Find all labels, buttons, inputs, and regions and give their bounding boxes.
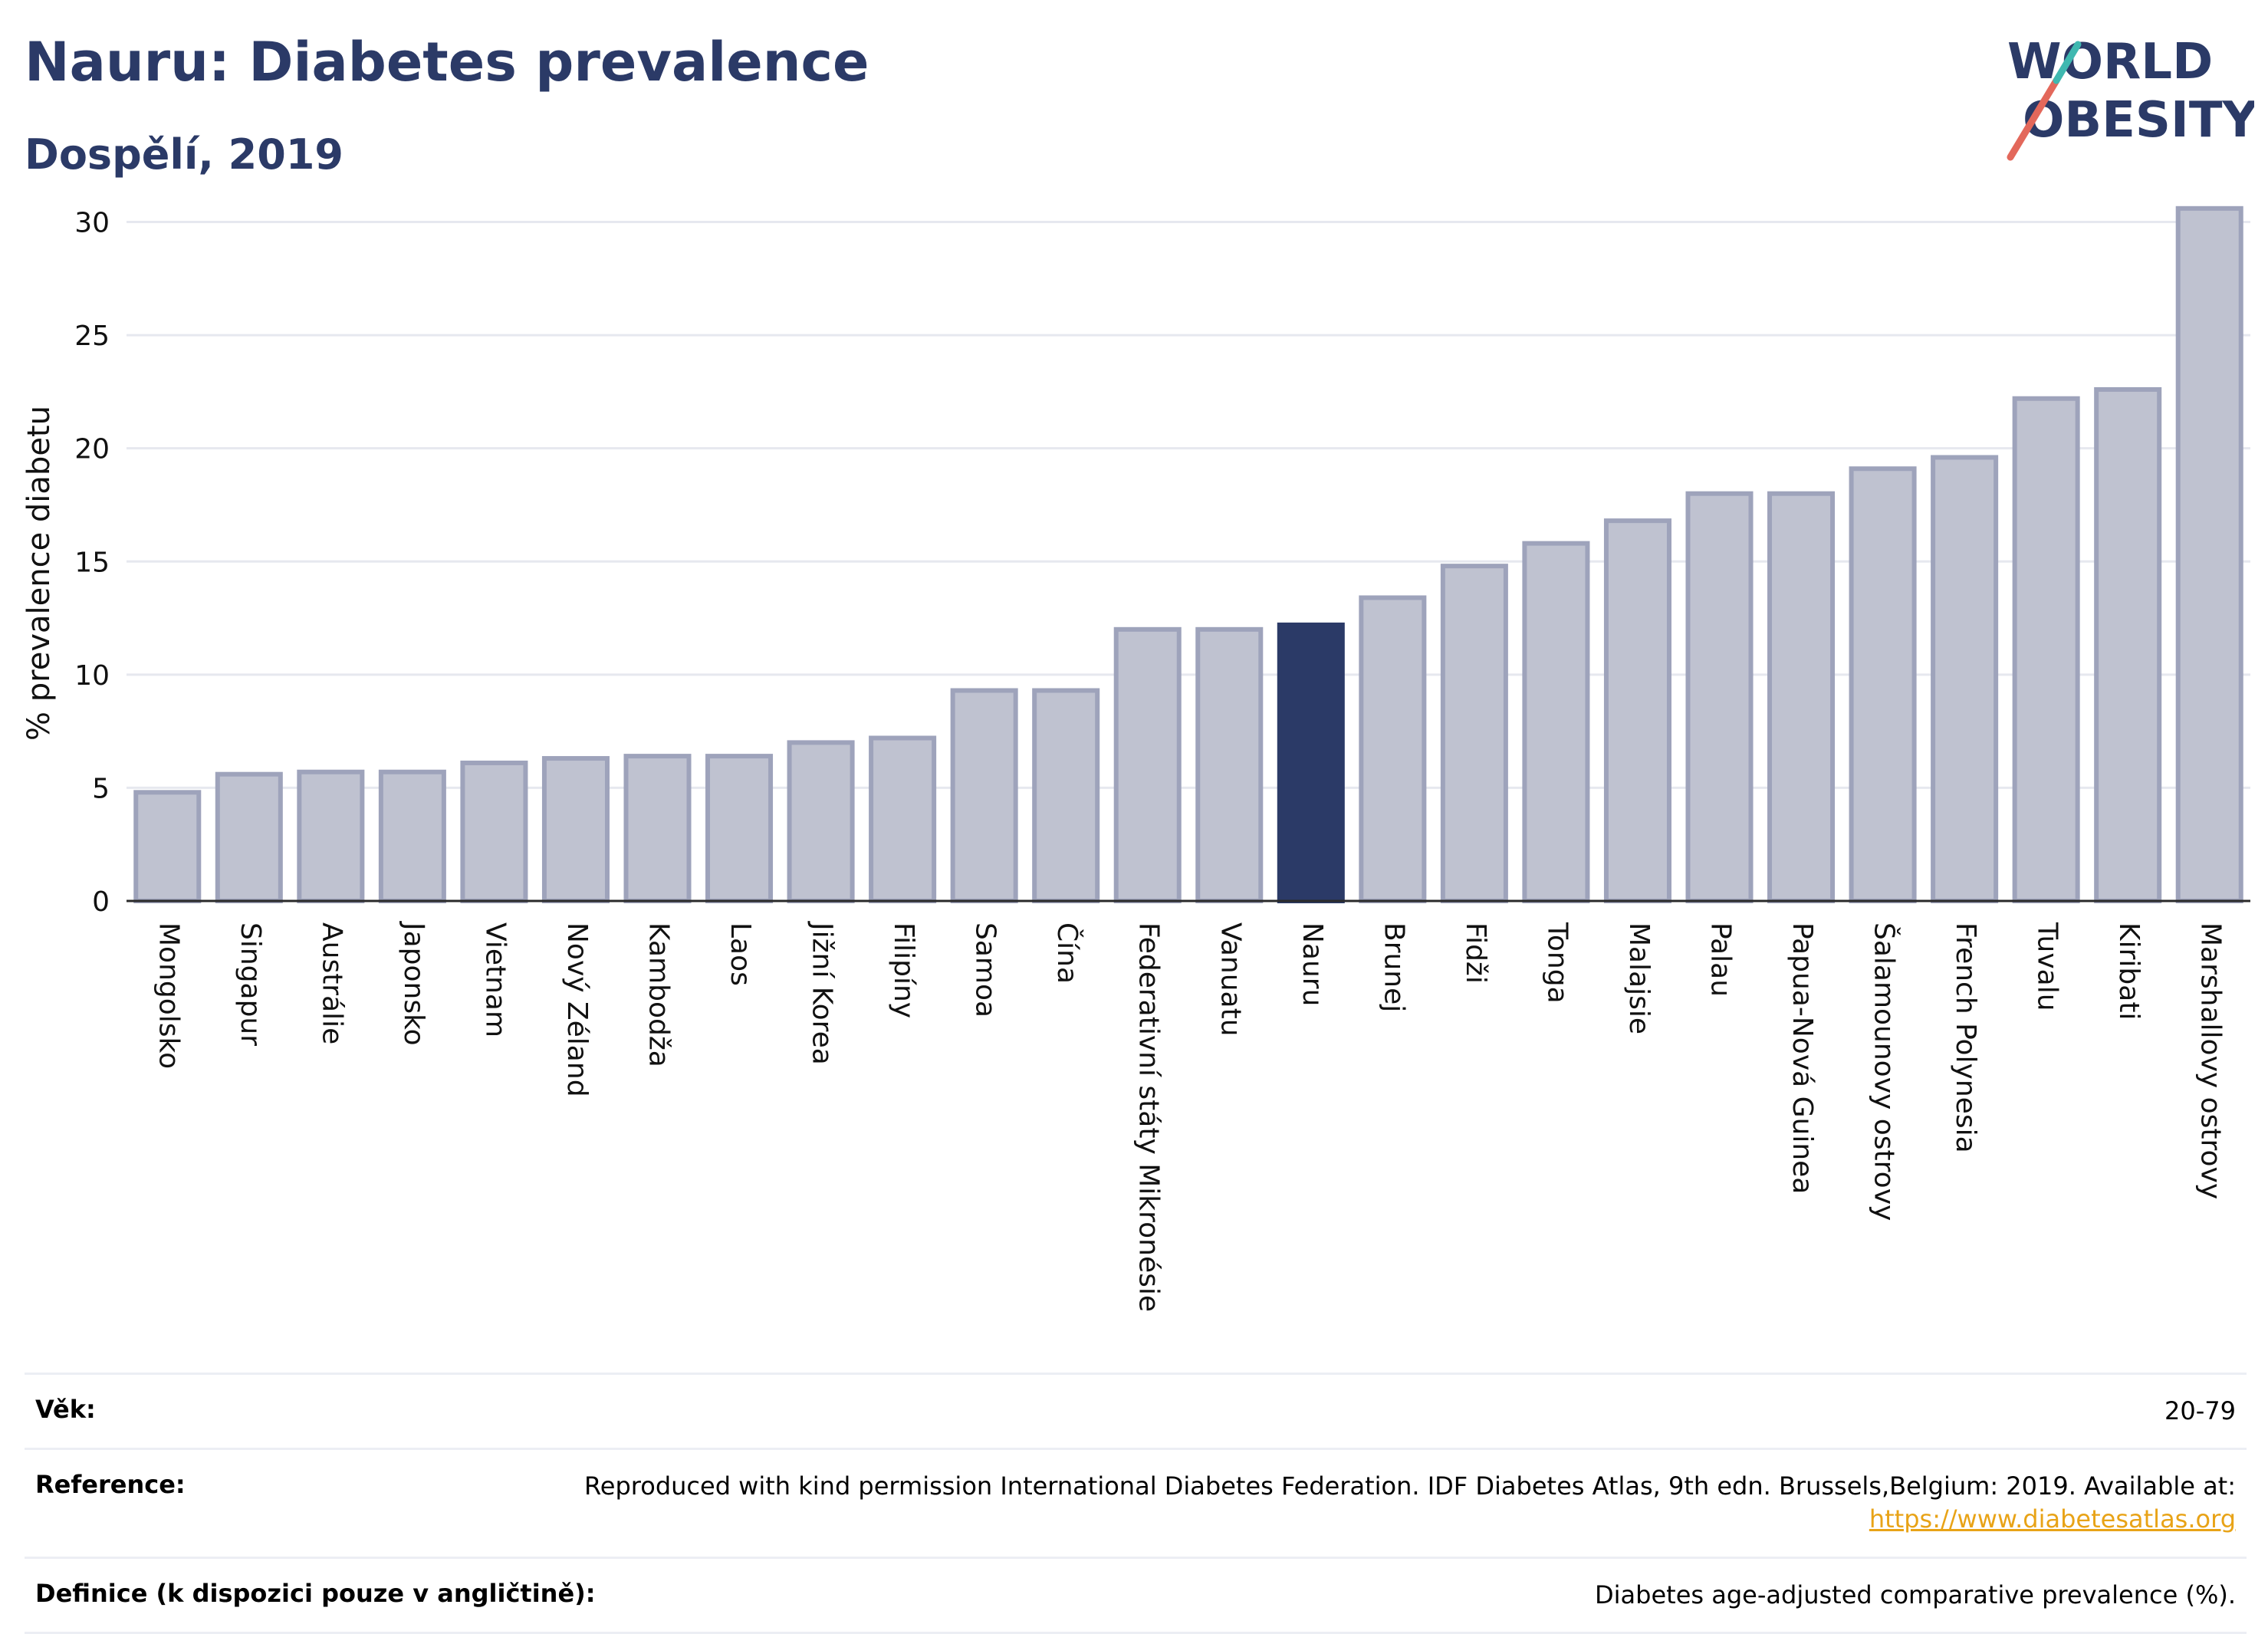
bar-singapur xyxy=(215,771,283,903)
x-tick-label: Palau xyxy=(1705,922,1737,997)
x-tick-label: Federativní státy Mikronésie xyxy=(1133,922,1165,1312)
bar-tonga xyxy=(1522,541,1590,903)
bar-japonsko xyxy=(378,769,446,903)
chart-title: Nauru: Diabetes prevalence xyxy=(25,31,869,94)
footer-row-age: Věk: 20-79 xyxy=(25,1373,2247,1448)
x-tick-label: Čína xyxy=(1051,922,1083,984)
bar-chart: 0 5 10 15 20 25 30 Mongolsko Singapur Austrálie J… xyxy=(21,205,2250,1312)
footer-row-definition: Definice (k dispozici pouze v angličtině… xyxy=(25,1556,2247,1634)
footer-reference-label: Reference: xyxy=(35,1470,186,1500)
x-tick-label: Kiribati xyxy=(2113,922,2145,1020)
footer-row-reference: Reference: Reproduced with kind permissi… xyxy=(25,1448,2247,1556)
y-tick-labels: 0 5 10 15 20 25 30 xyxy=(74,208,110,918)
x-tick-label: Nový Zéland xyxy=(561,922,593,1097)
x-tick-label: Samoa xyxy=(970,922,1001,1018)
bar-vanuatu xyxy=(1195,626,1264,903)
bar-jižní-korea xyxy=(787,740,855,903)
y-tick-label: 30 xyxy=(74,208,110,239)
y-tick-label: 20 xyxy=(74,434,110,465)
bar-samoa xyxy=(950,688,1018,903)
x-tick-label: Brunej xyxy=(1378,922,1409,1012)
bar-kambodža xyxy=(623,754,692,904)
footer-definition-value: Diabetes age-adjusted comparative preval… xyxy=(1595,1580,2236,1609)
footer-reference-link[interactable]: https://www.diabetesatlas.org xyxy=(1869,1504,2236,1534)
footer-table: Věk: 20-79 Reference: Reproduced with ki… xyxy=(25,1373,2247,1634)
x-tick-label: Austrálie xyxy=(316,922,347,1044)
bar-kiribati xyxy=(2094,386,2162,903)
logo-line2: OBESITY xyxy=(2023,92,2254,149)
world-obesity-logo: WORLD OBESITY xyxy=(2007,34,2254,161)
bar-french-polynesia xyxy=(1931,455,1999,903)
bar-fidži xyxy=(1440,564,1508,904)
x-tick-label: Vanuatu xyxy=(1215,922,1246,1037)
x-tick-label: Singapur xyxy=(235,922,266,1046)
x-tick-label: French Polynesia xyxy=(1950,922,1981,1153)
footer-reference-text: Reproduced with kind permission Internat… xyxy=(583,1471,2236,1501)
footer-age-value: 20-79 xyxy=(2164,1396,2236,1425)
bar-malajsie xyxy=(1603,518,1671,903)
x-tick-labels: Mongolsko Singapur Austrálie Japonsko Vietna… xyxy=(153,921,2226,1312)
bar-palau xyxy=(1685,491,1754,903)
footer-reference-value: Reproduced with kind permission Internat… xyxy=(584,1470,2236,1536)
x-tick-label: Filipíny xyxy=(888,922,919,1018)
bar-brunej xyxy=(1359,595,1427,904)
bar-austrálie xyxy=(297,769,365,903)
y-tick-label: 15 xyxy=(74,547,110,578)
y-tick-label: 25 xyxy=(74,321,110,352)
bar-nauru xyxy=(1277,622,1345,903)
bar-filipíny xyxy=(869,735,937,904)
bar-papua-nová-guinea xyxy=(1767,491,1836,903)
logo-line1: WORLD xyxy=(2007,34,2213,90)
y-axis-label: % prevalence diabetu xyxy=(21,406,57,741)
x-tick-label: Japonsko xyxy=(398,921,429,1046)
bars xyxy=(133,205,2243,904)
x-tick-label: Tuvalu xyxy=(2032,922,2063,1011)
x-tick-label: Papua-Nová Guinea xyxy=(1786,922,1818,1194)
y-tick-label: 0 xyxy=(92,886,110,918)
bar-tuvalu xyxy=(2012,396,2080,903)
x-tick-label: Kambodža xyxy=(643,922,675,1067)
x-tick-label: Nauru xyxy=(1297,922,1328,1006)
logo-slash-teal xyxy=(2053,41,2082,84)
footer-definition-label: Definice (k dispozici pouze v angličtině… xyxy=(35,1578,596,1608)
x-tick-label: Tonga xyxy=(1541,922,1573,1004)
x-tick-label: Laos xyxy=(725,922,756,986)
bar-vietnam xyxy=(460,760,528,903)
x-tick-label: Mongolsko xyxy=(153,922,184,1069)
x-tick-label: Fidži xyxy=(1460,922,1491,984)
bar-nový-zéland xyxy=(541,756,610,904)
x-tick-label: Šalamounovy ostrovy xyxy=(1869,922,1901,1221)
y-tick-label: 5 xyxy=(92,773,110,804)
bar-laos xyxy=(705,754,774,904)
x-tick-label: Jižní Korea xyxy=(807,921,838,1065)
x-tick-label: Malajsie xyxy=(1623,922,1655,1034)
bar-mongolsko xyxy=(133,790,202,904)
y-tick-label: 10 xyxy=(74,660,110,692)
chart-subtitle: Dospělí, 2019 xyxy=(25,130,343,179)
logo-slash-red xyxy=(2007,77,2060,161)
bar-federativní-státy-mikronésie xyxy=(1113,626,1182,903)
bar-šalamounovy-ostrovy xyxy=(1849,466,1917,903)
bar-čína xyxy=(1032,688,1100,903)
bar-marshallovy-ostrovy xyxy=(2175,205,2243,903)
footer-age-label: Věk: xyxy=(35,1395,96,1424)
x-tick-label: Marshallovy ostrovy xyxy=(2195,922,2227,1199)
x-tick-label: Vietnam xyxy=(479,922,511,1037)
